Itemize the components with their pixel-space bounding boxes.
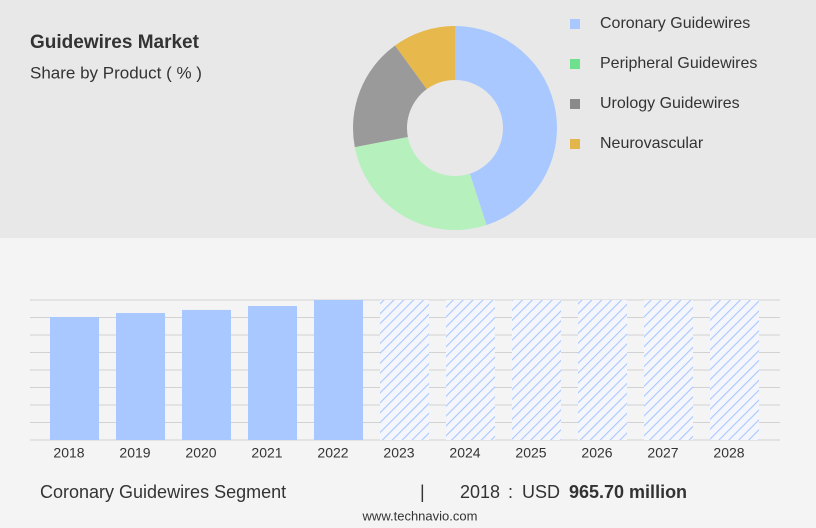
legend-swatch (570, 19, 580, 29)
bar (314, 300, 363, 440)
bar (182, 309, 231, 440)
separator: | (420, 482, 425, 502)
forecast-placeholder (380, 300, 429, 440)
bar-chart: 2018 2019 2020 2021 2022 2023 2024 2025 2026 2027… (30, 299, 780, 461)
bar (50, 316, 99, 440)
chart-subtitle: Share by Product ( % ) (30, 63, 202, 82)
donut (352, 26, 558, 231)
x-tick-label: 2021 (251, 445, 282, 461)
legend-swatch (570, 139, 580, 149)
legend-swatch (570, 59, 580, 69)
legend-label: Neurovascular (600, 135, 704, 152)
donut-segment (455, 26, 558, 226)
x-tick-label: 2027 (647, 445, 678, 461)
legend: Coronary Guidewires Peripheral Guidewires… (570, 15, 757, 152)
forecast-placeholder (644, 300, 693, 440)
footer-value: 965.70 million (569, 482, 687, 502)
legend-label: Peripheral Guidewires (600, 55, 757, 72)
x-tick-label: 2018 (53, 445, 84, 461)
donut-segment (354, 136, 487, 231)
footer-currency: USD (522, 482, 560, 502)
legend-label: Urology Guidewires (600, 95, 740, 112)
bar (248, 305, 297, 440)
forecast-placeholder (578, 300, 627, 440)
legend-label: Coronary Guidewires (600, 15, 750, 32)
segment-label: Coronary Guidewires Segment (40, 482, 286, 502)
x-tick-label: 2023 (383, 445, 414, 461)
x-tick-label: 2024 (449, 445, 480, 461)
source: www.technavio.com (362, 508, 478, 523)
x-tick-label: 2022 (317, 445, 348, 461)
bar (116, 312, 165, 440)
x-tick-label: 2020 (185, 445, 216, 461)
donut-segment (352, 45, 427, 148)
x-tick-label: 2025 (515, 445, 546, 461)
x-tick-label: 2028 (713, 445, 744, 461)
x-tick-label: 2026 (581, 445, 612, 461)
chart-title: Guidewires Market (30, 32, 200, 53)
donut-segment (395, 26, 455, 90)
footer-year: 2018 (460, 482, 500, 502)
forecast-placeholder (446, 300, 495, 440)
footer-colon: : (508, 482, 513, 502)
forecast-placeholder (710, 300, 759, 440)
legend-swatch (570, 99, 580, 109)
x-tick-label: 2019 (119, 445, 150, 461)
forecast-placeholder (512, 300, 561, 440)
